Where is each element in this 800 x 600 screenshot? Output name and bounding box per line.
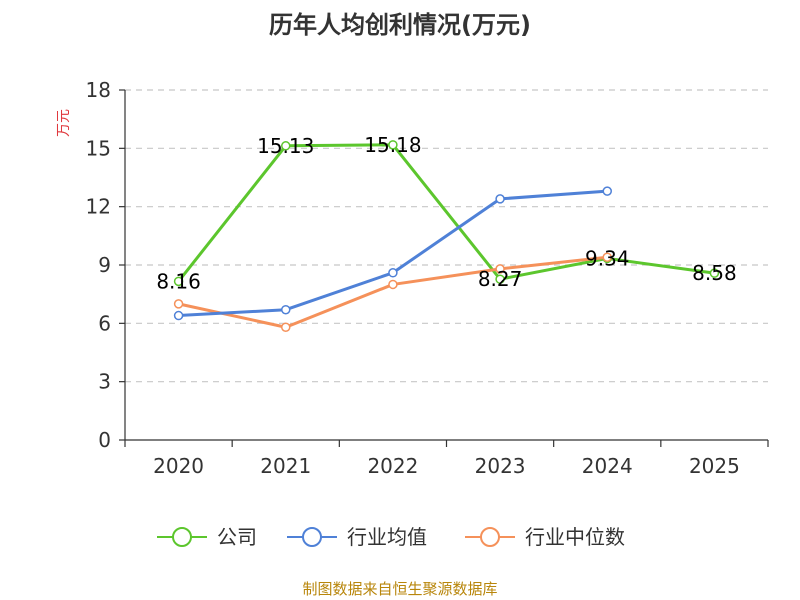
- grid-lines: [125, 89, 768, 383]
- data-label: 15.13: [257, 134, 314, 158]
- data-point: [495, 274, 505, 284]
- x-tick-label: 2021: [260, 454, 311, 478]
- data-point: [281, 304, 291, 315]
- data-label: 8.16: [156, 269, 201, 293]
- legend[interactable]: 公司 行业均值 行业中位数: [157, 525, 625, 549]
- data-point: [709, 268, 720, 278]
- y-tick-label: 12: [86, 195, 111, 219]
- x-tick-label: 2024: [582, 454, 633, 478]
- x-tick-label: 2025: [689, 454, 740, 478]
- chart-title: 历年人均创利情况(万元): [269, 11, 531, 39]
- legend-item-1[interactable]: 行业均值: [287, 525, 427, 549]
- data-point: [281, 141, 291, 151]
- x-tick-label: 2020: [153, 454, 204, 478]
- source-footer: 制图数据来自恒生聚源数据库: [302, 580, 497, 598]
- legend-label: 行业均值: [347, 525, 427, 549]
- y-tick-label: 9: [98, 253, 111, 277]
- data-point: [602, 186, 612, 196]
- data-point: [173, 310, 184, 321]
- data-labels: 8.16 15.13 15.18 8.27 9.34 8.58: [156, 133, 736, 294]
- data-label: 8.27: [478, 267, 523, 291]
- data-label: 9.34: [585, 246, 630, 270]
- legend-marker: [172, 527, 192, 547]
- y-tick-label: 15: [86, 136, 111, 160]
- y-tick-label: 6: [98, 311, 111, 335]
- data-point: [388, 279, 398, 290]
- data-label: 8.58: [692, 261, 737, 285]
- data-point: [281, 322, 291, 332]
- x-tick-label: 2022: [367, 454, 418, 478]
- data-point: [602, 252, 612, 262]
- axes: 0 3 6 9 12 15 18 2020 2021 2022 2023 2024 2025: [86, 78, 769, 478]
- legend-marker: [480, 527, 500, 547]
- legend-label: 公司: [217, 525, 257, 549]
- legend-item-0[interactable]: 公司: [157, 525, 257, 549]
- y-axis-label: 万元: [56, 109, 72, 137]
- series-line-1: [178, 189, 608, 318]
- data-label: 15.18: [364, 133, 421, 157]
- legend-label: 行业中位数: [525, 525, 625, 549]
- data-point: [173, 276, 184, 287]
- data-point: [495, 194, 505, 204]
- y-tick-label: 3: [98, 370, 111, 394]
- y-tick-label: 0: [98, 428, 111, 452]
- x-tick-label: 2023: [475, 454, 526, 478]
- legend-marker: [302, 527, 322, 547]
- data-point: [388, 140, 398, 150]
- y-tick-label: 18: [86, 78, 111, 102]
- legend-item-2[interactable]: 行业中位数: [465, 525, 625, 549]
- series-line-0: [177, 143, 715, 283]
- data-point: [388, 268, 398, 278]
- data-point: [173, 299, 184, 309]
- series-lines: [173, 140, 720, 332]
- data-point: [495, 264, 505, 274]
- series-line-2: [178, 255, 608, 329]
